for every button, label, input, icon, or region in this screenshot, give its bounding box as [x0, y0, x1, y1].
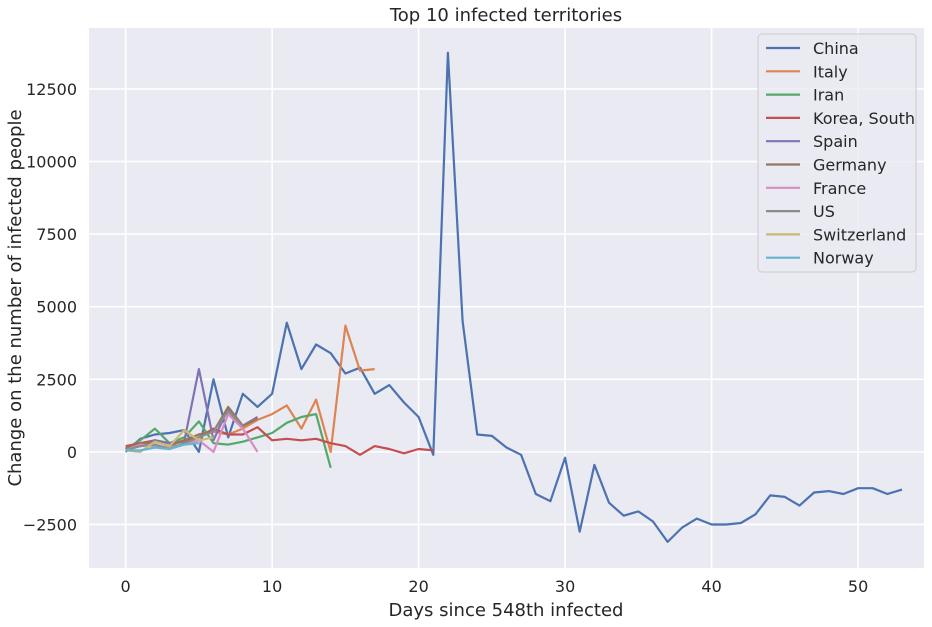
series-line-switzerland — [125, 429, 214, 453]
legend-label-china: China — [813, 39, 859, 58]
legend-label-spain: Spain — [813, 132, 858, 151]
x-tick-label: 10 — [262, 577, 282, 596]
x-tick-label: 0 — [121, 577, 131, 596]
legend-label-italy: Italy — [813, 62, 848, 81]
y-tick-label: 2500 — [36, 370, 77, 389]
y-tick-label: 0 — [67, 443, 77, 462]
legend-label-korea-south: Korea, South — [813, 109, 915, 128]
legend-label-france: France — [813, 179, 866, 198]
legend-label-norway: Norway — [813, 249, 874, 268]
series-line-iran — [125, 413, 332, 469]
y-tick-label: 12500 — [26, 80, 77, 99]
x-axis-label: Days since 548th infected — [389, 600, 624, 621]
x-tick-label: 20 — [408, 577, 428, 596]
series-line-norway — [125, 442, 200, 452]
series-line-us — [125, 410, 244, 452]
y-tick-label: 10000 — [26, 153, 77, 172]
y-axis-label: Change on the number of infected people — [5, 109, 26, 486]
series-lines — [124, 51, 903, 544]
legend: China Italy Iran Korea, South Spain Germany Fr… — [757, 33, 917, 273]
x-tick-label: 30 — [555, 577, 575, 596]
chart-title: Top 10 infected territories — [389, 5, 622, 26]
legend-label-iran: Iran — [813, 86, 844, 105]
legend-label-us: US — [813, 202, 835, 221]
y-tick-label: 7500 — [36, 225, 77, 244]
y-tick-label: 5000 — [36, 298, 77, 317]
tick-labels: 0 10 20 30 40 50 −2500 0 2500 5000 7500 10000 12500 — [23, 80, 868, 596]
x-tick-label: 40 — [701, 577, 721, 596]
x-tick-label: 50 — [848, 577, 868, 596]
series-line-germany — [125, 405, 258, 449]
legend-label-germany: Germany — [813, 156, 887, 175]
series-line-china — [124, 51, 903, 544]
y-tick-label: −2500 — [23, 515, 77, 534]
legend-label-switzerland: Switzerland — [813, 225, 906, 244]
